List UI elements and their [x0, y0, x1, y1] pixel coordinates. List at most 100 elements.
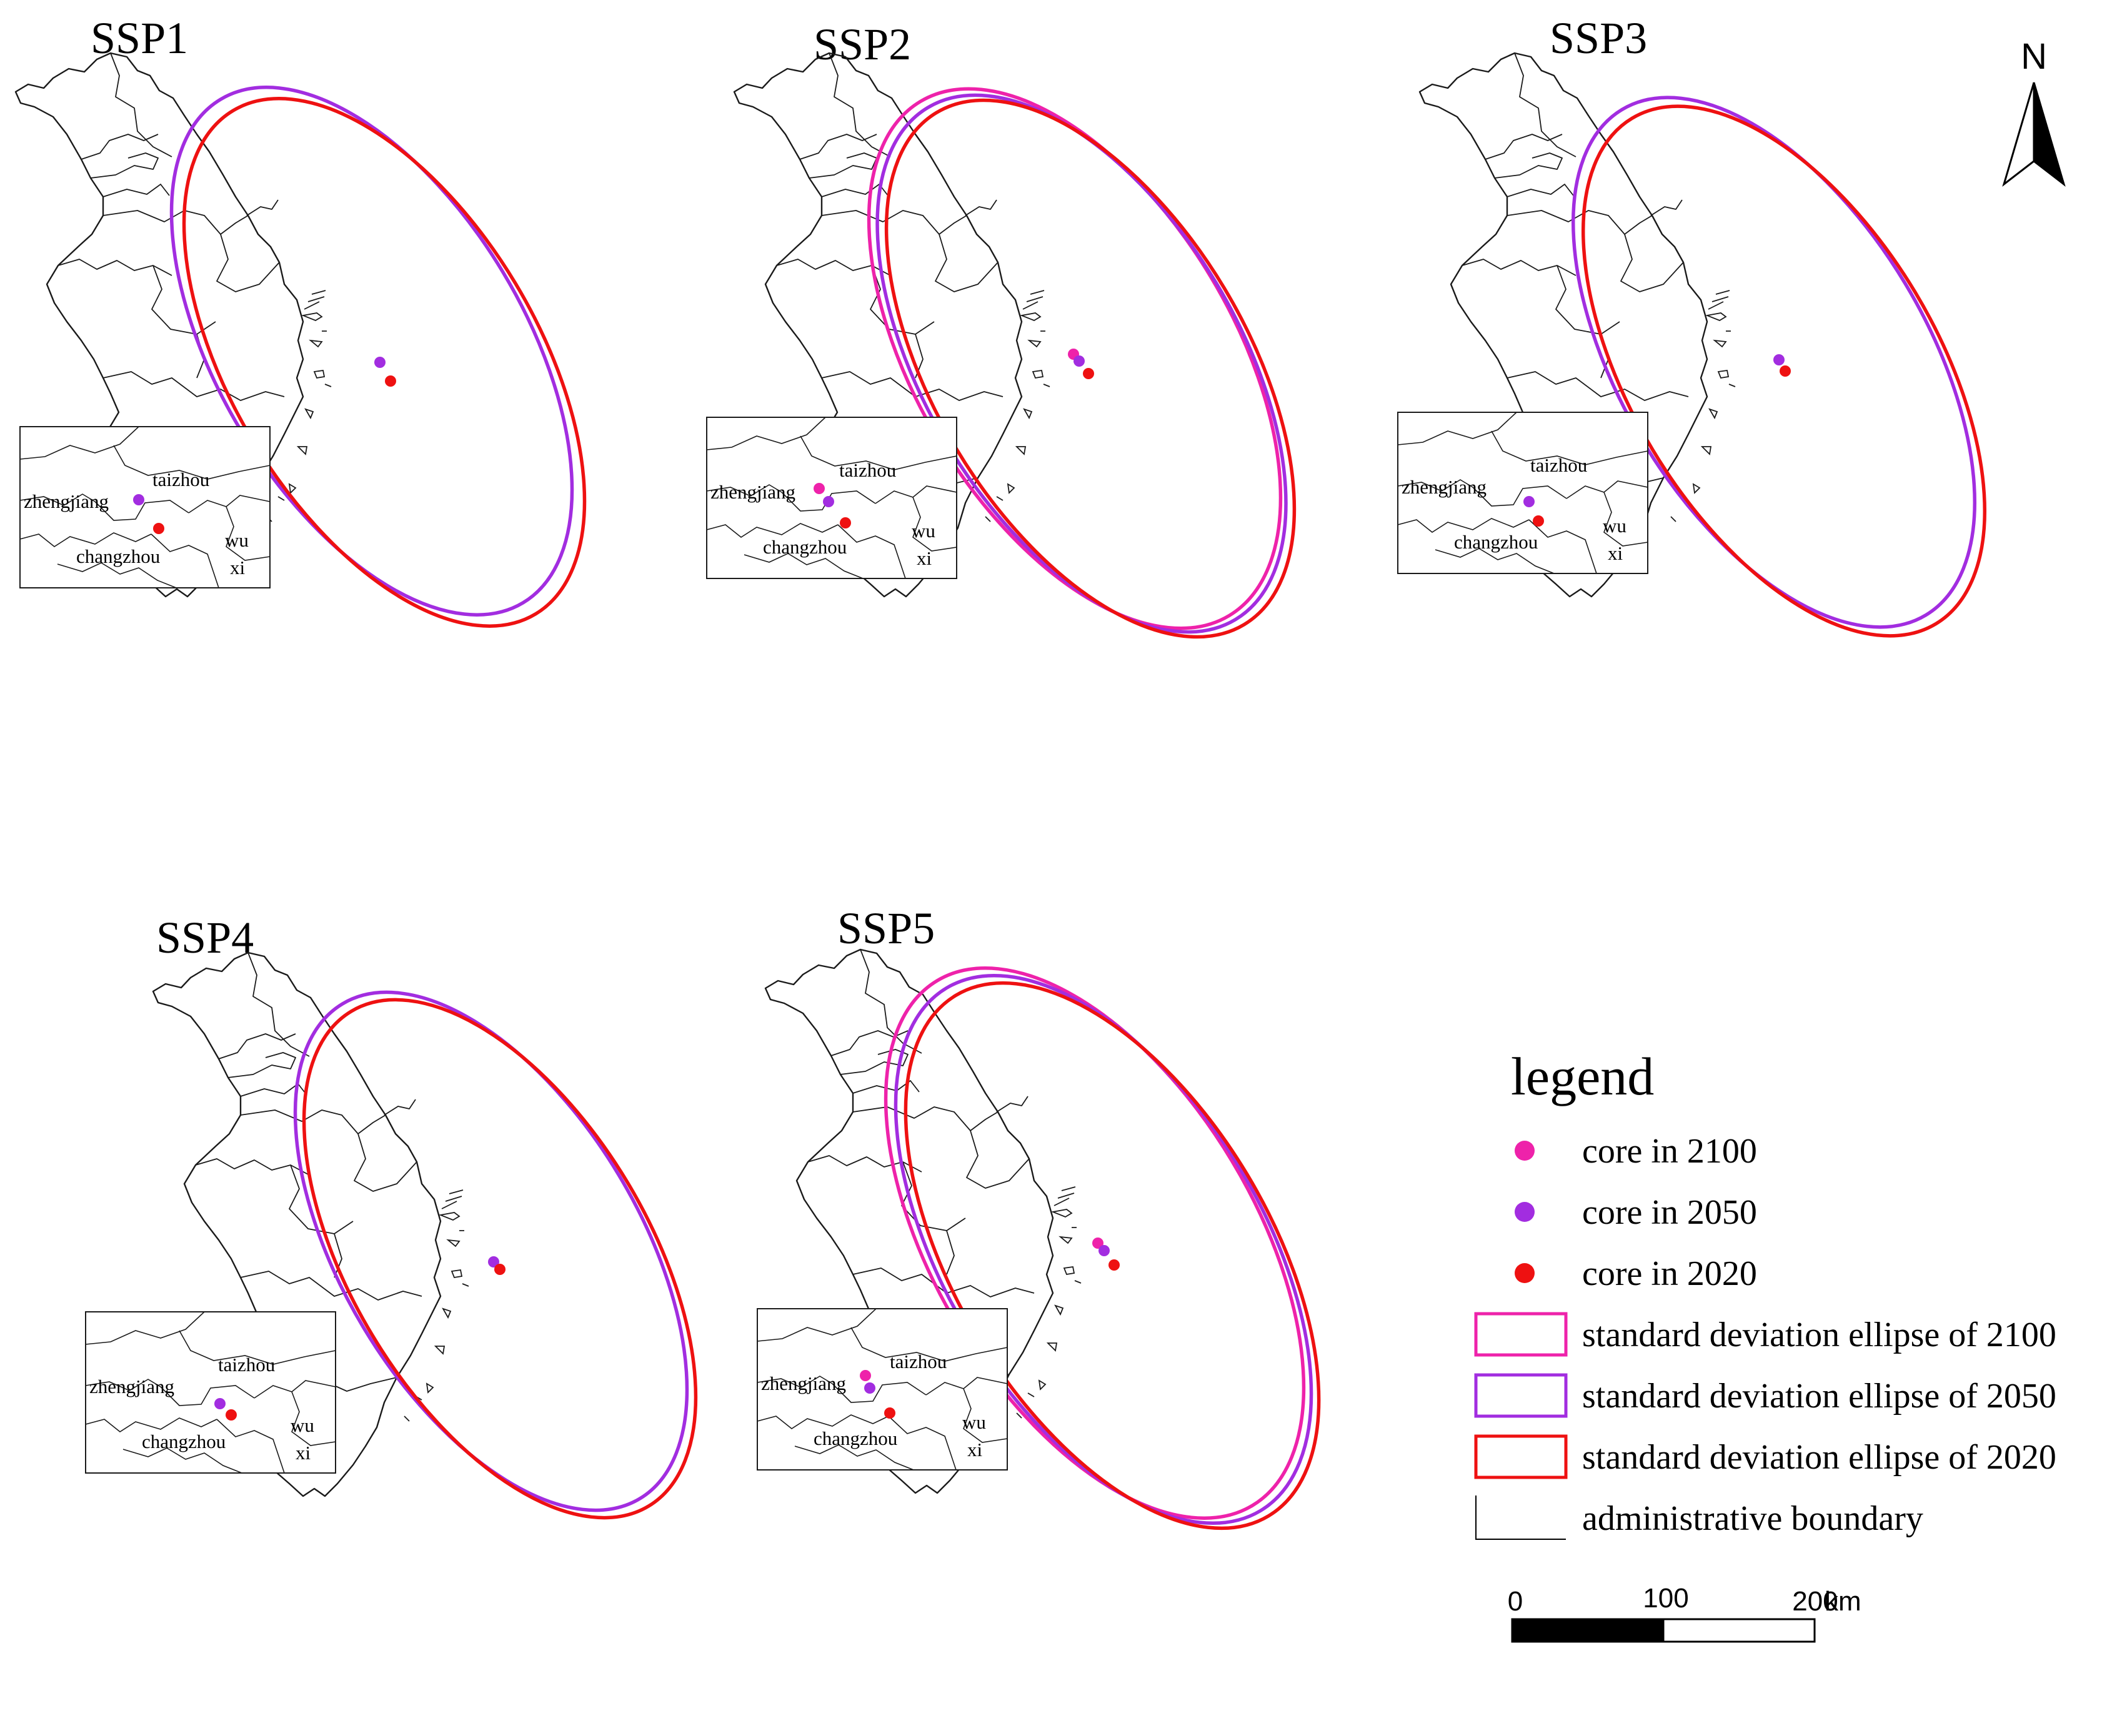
std-deviation-ellipse-2020	[904, 981, 1321, 1530]
legend-item-label: standard deviation ellipse of 2100	[1582, 1316, 2056, 1354]
inset-label-changzhou: changzhou	[142, 1431, 226, 1452]
legend-item: core in 2100	[1515, 1132, 1757, 1171]
scale-bar-white-segment	[1662, 1618, 1816, 1643]
inset-core-point-2050	[1523, 496, 1535, 507]
inset-map: taizhou zhengjiang changzhou wu xi	[19, 426, 271, 588]
legend-item: core in 2050	[1515, 1193, 1757, 1232]
north-arrow-left-half	[2002, 82, 2035, 187]
inset-map: taizhou zhengjiang changzhou wu xi	[85, 1311, 336, 1474]
core-point-2050	[1773, 354, 1785, 365]
legend-items: core in 2100 core in 2050 core in 2020 stan…	[1474, 1132, 2056, 1540]
inset-core-point-2050	[214, 1398, 226, 1409]
inset-label-zhengjiang: zhengjiang	[761, 1372, 846, 1394]
std-deviation-ellipse-2020	[1582, 104, 1986, 638]
core-point-2100	[1092, 1238, 1103, 1249]
std-deviation-ellipse-2020	[302, 998, 698, 1520]
inset-core-point-2020	[1533, 515, 1544, 527]
inset-core-point-2020	[153, 523, 164, 534]
legend-title: legend	[1511, 1046, 1654, 1106]
map-panel-4: SSP4 taizhou zhengjiang changzhou wu xi	[85, 913, 698, 1520]
inset-label-wu: wu	[1603, 515, 1626, 537]
map-panel-2: SSP2 taizhou zhengjiang changzhou wu xi	[706, 19, 1297, 639]
inset-core-point-2050	[823, 496, 834, 507]
scale-unit: km	[1825, 1586, 1861, 1617]
inset-core-point-2100	[814, 483, 825, 494]
legend-rect-symbol	[1474, 1312, 1568, 1357]
panel-title: SSP2	[814, 19, 911, 69]
inset-label-wu: wu	[962, 1411, 986, 1433]
map-panel-5: SSP5 taizhou zhengjiang changzhou wu xi	[757, 903, 1321, 1530]
legend-item-label: administrative boundary	[1582, 1499, 1923, 1538]
core-point-2050	[1073, 355, 1085, 367]
inset-label-changzhou: changzhou	[1454, 531, 1538, 553]
legend-item-label: standard deviation ellipse of 2050	[1582, 1377, 2056, 1416]
legend-line-symbol	[1475, 1495, 1566, 1540]
panel-title: SSP4	[156, 913, 254, 963]
inset-label-wu: wu	[225, 529, 249, 551]
inset-label-xi: xi	[967, 1439, 983, 1461]
legend-item: core in 2020	[1515, 1254, 1757, 1293]
inset-label-zhengjiang: zhengjiang	[1402, 476, 1487, 498]
inset-core-point-2020	[884, 1407, 895, 1419]
scale-bar-black-segment	[1511, 1618, 1665, 1643]
inset-label-changzhou: changzhou	[76, 545, 160, 567]
inset-label-wu: wu	[912, 520, 935, 542]
scale-tick-0: 0	[1508, 1586, 1523, 1617]
inset-label-taizhou: taizhou	[890, 1351, 947, 1372]
map-panels: SSP1taizhouzhengjiangchangzhouwuxiSSP2ta…	[14, 13, 1986, 1530]
legend-item-label: standard deviation ellipse of 2020	[1582, 1438, 2056, 1477]
inset-label-zhengjiang: zhengjiang	[24, 490, 109, 512]
map-panel-3: SSP3 taizhou zhengjiang changzhou wu xi	[1397, 13, 1986, 638]
inset-label-taizhou: taizhou	[152, 469, 209, 490]
core-point-2020	[385, 375, 396, 387]
inset-map: taizhou zhengjiang changzhou wu xi	[757, 1308, 1008, 1471]
inset-label-xi: xi	[296, 1442, 311, 1464]
scale-tick-100: 100	[1643, 1583, 1688, 1614]
legend-item: standard deviation ellipse of 2020	[1474, 1434, 2056, 1479]
inset-label-taizhou: taizhou	[1530, 454, 1587, 476]
north-arrow-icon: N	[2002, 36, 2066, 187]
inset-label-xi: xi	[917, 547, 932, 569]
inset-label-changzhou: changzhou	[763, 536, 847, 558]
inset-map: taizhou zhengjiang changzhou wu xi	[1397, 412, 1648, 574]
legend-point-symbol	[1515, 1141, 1535, 1161]
core-point-2020	[1780, 365, 1791, 377]
core-point-2020	[1108, 1259, 1120, 1271]
legend-item-label: core in 2050	[1582, 1193, 1757, 1232]
inset-label-xi: xi	[1608, 542, 1623, 564]
inset-core-point-2020	[226, 1409, 237, 1421]
legend-item: administrative boundary	[1475, 1495, 1923, 1540]
core-point-2050	[488, 1256, 499, 1267]
legend-item: standard deviation ellipse of 2100	[1474, 1312, 2056, 1357]
core-point-2050	[374, 357, 386, 368]
scale-tick-200: 200	[1792, 1586, 1838, 1617]
core-point-2020	[494, 1264, 506, 1275]
inset-label-zhengjiang: zhengjiang	[710, 481, 795, 503]
inset-label-taizhou: taizhou	[218, 1354, 275, 1376]
north-arrow-right-half	[2033, 82, 2066, 187]
inset-core-point-2100	[860, 1370, 871, 1381]
inset-label-changzhou: changzhou	[814, 1427, 897, 1449]
inset-core-point-2050	[864, 1382, 875, 1394]
legend-item-label: core in 2020	[1582, 1254, 1757, 1293]
inset-label-zhengjiang: zhengjiang	[89, 1376, 174, 1397]
inset-core-point-2050	[133, 494, 144, 505]
legend-point-symbol	[1515, 1202, 1535, 1222]
inset-label-taizhou: taizhou	[839, 459, 896, 481]
scale-bar: 0 100 200 km	[1508, 1583, 1861, 1643]
legend-item-label: core in 2100	[1582, 1132, 1757, 1171]
inset-core-point-2020	[840, 517, 851, 528]
north-label: N	[2021, 36, 2047, 77]
legend-rect-symbol	[1474, 1373, 1568, 1418]
panel-title: SSP3	[1550, 13, 1647, 63]
std-deviation-ellipse-2050	[293, 990, 689, 1512]
core-point-2050	[1098, 1245, 1110, 1256]
inset-map: taizhou zhengjiang changzhou wu xi	[706, 417, 957, 579]
panel-title: SSP5	[837, 903, 935, 953]
inset-label-wu: wu	[291, 1414, 314, 1436]
legend-item: standard deviation ellipse of 2050	[1474, 1373, 2056, 1418]
core-point-2020	[1083, 368, 1094, 379]
